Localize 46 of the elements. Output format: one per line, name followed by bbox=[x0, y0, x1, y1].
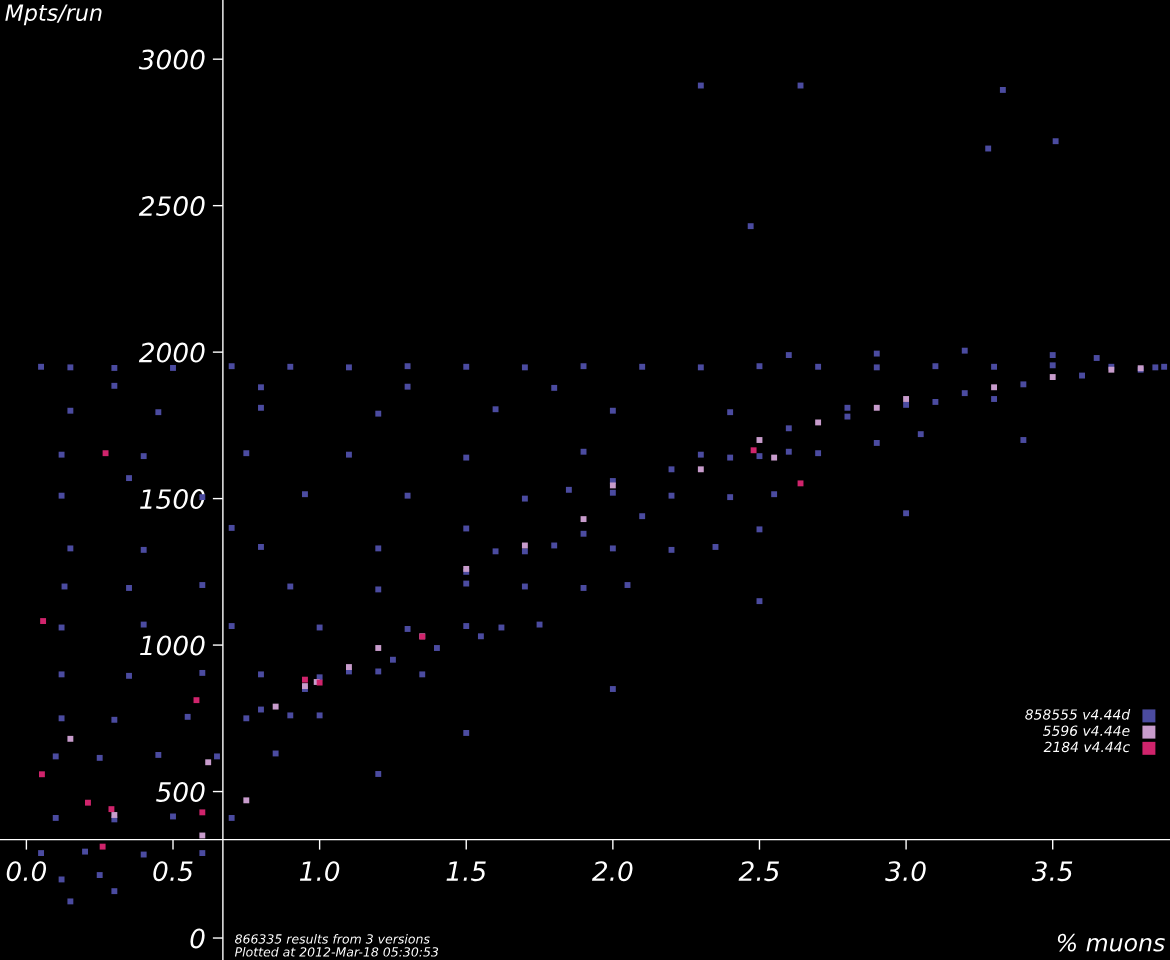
point bbox=[873, 404, 880, 411]
point bbox=[272, 703, 279, 710]
point bbox=[102, 450, 109, 457]
legend-label: 5596 v4.44e bbox=[1042, 725, 1130, 736]
point bbox=[609, 482, 616, 489]
y-tick-label: 1000 bbox=[140, 635, 205, 656]
point bbox=[815, 419, 822, 426]
x-tick-label: 1.5 bbox=[446, 861, 486, 882]
y-tick-label: 500 bbox=[156, 781, 205, 802]
point bbox=[99, 843, 106, 850]
point bbox=[1049, 374, 1056, 380]
y-tick-label: 3000 bbox=[138, 49, 205, 70]
x-tick-label: 0.5 bbox=[153, 861, 193, 882]
point bbox=[40, 618, 47, 624]
x-tick-label: 0.0 bbox=[6, 861, 47, 882]
y-tick-label: 2000 bbox=[138, 342, 205, 363]
x-tick-label: 2.0 bbox=[591, 861, 633, 882]
point bbox=[750, 447, 757, 454]
y-axis-title: Mpts/run bbox=[5, 4, 102, 26]
point bbox=[67, 735, 74, 742]
legend-label: 2184 v4.44c bbox=[1043, 741, 1130, 753]
point bbox=[243, 797, 250, 804]
point bbox=[85, 799, 91, 806]
annotation: 866335 results from 3 versions bbox=[235, 933, 430, 944]
x-tick-label: 2.5 bbox=[738, 861, 779, 882]
x-tick-label: 3.5 bbox=[1031, 861, 1073, 882]
point bbox=[111, 812, 118, 818]
point bbox=[108, 806, 115, 813]
y-tick-label: 1500 bbox=[140, 489, 205, 509]
point bbox=[205, 759, 212, 766]
annotation: Plotted at 2012-Mar-18 05:30:53 bbox=[234, 946, 439, 957]
x-axis-title: % muons bbox=[1057, 933, 1165, 952]
legend-label: 858555 v4.44d bbox=[1025, 708, 1131, 720]
point bbox=[302, 676, 308, 683]
point bbox=[38, 771, 45, 778]
point bbox=[991, 384, 998, 391]
point bbox=[375, 645, 382, 651]
point bbox=[771, 454, 778, 461]
point bbox=[346, 664, 352, 670]
y-tick-label: 2500 bbox=[138, 196, 205, 217]
point bbox=[903, 396, 910, 402]
point bbox=[697, 466, 704, 473]
y-tick-label: 0 bbox=[190, 928, 205, 949]
point bbox=[199, 809, 206, 816]
x-tick-label: 1.0 bbox=[299, 861, 340, 882]
x-tick-label: 3.0 bbox=[885, 861, 926, 882]
